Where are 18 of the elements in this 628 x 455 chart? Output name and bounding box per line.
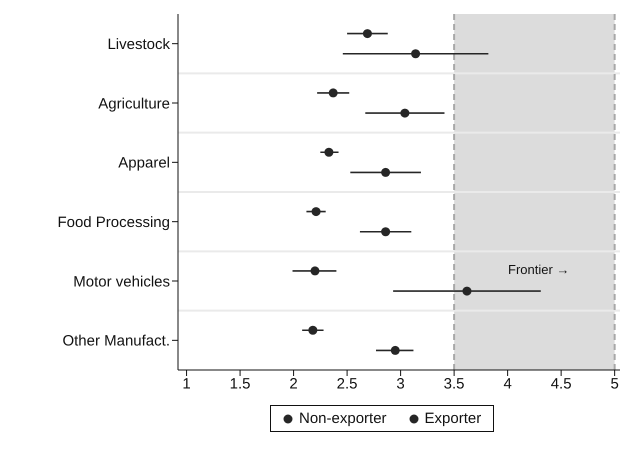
x-tick-label: 3.5	[444, 376, 465, 393]
x-tick-label: 1	[182, 376, 191, 393]
annotation: Frontier →	[508, 262, 570, 277]
x-tick-label: 2.5	[336, 376, 358, 393]
y-tick-label: Other Manufact.	[62, 332, 170, 350]
x-tick-label: 4	[503, 376, 512, 393]
x-tick-label: 3	[396, 376, 405, 393]
y-tick-label: Livestock	[107, 36, 170, 53]
y-tick-label: Apparel	[118, 154, 170, 172]
legend-label: Exporter	[424, 410, 482, 427]
x-tick-label: 1.5	[230, 376, 250, 393]
y-tick-label: Motor vehicles	[73, 273, 170, 290]
x-tick-label: 2	[289, 376, 298, 393]
x-tick-label: 5	[610, 376, 619, 393]
y-tick-label: Agriculture	[98, 95, 170, 112]
legend-label: Non-exporter	[298, 410, 387, 427]
x-tick-label: 4.5	[550, 376, 572, 393]
y-tick-label: Food Processing	[57, 214, 170, 231]
